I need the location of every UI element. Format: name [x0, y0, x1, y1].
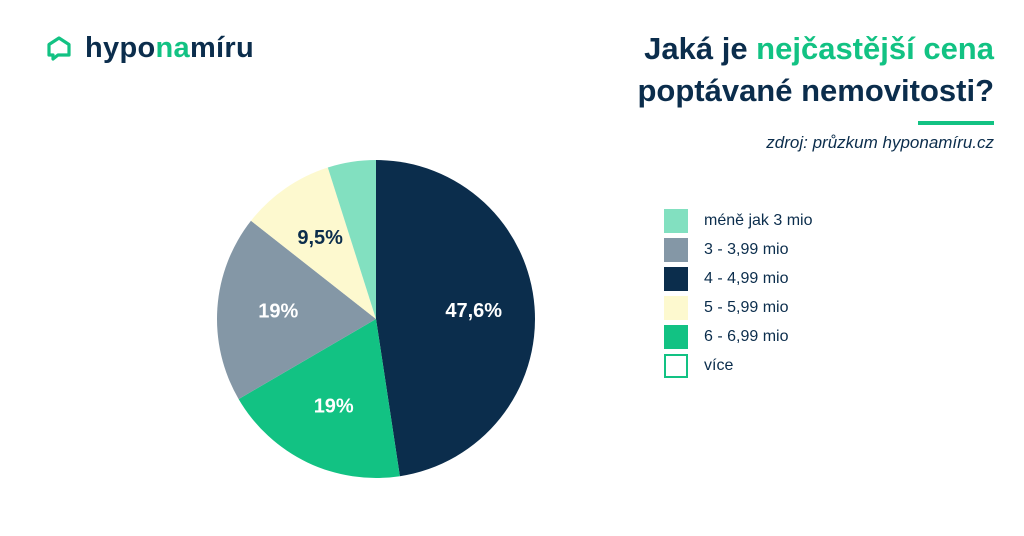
pie-label-0: 47,6% [445, 300, 502, 322]
title-underline [918, 121, 994, 125]
title-prefix: Jaká je [644, 31, 757, 66]
legend-label: více [704, 356, 734, 374]
pie-slice-1 [238, 319, 400, 478]
title-line-1: Jaká je nejčastější cena [637, 28, 994, 70]
brand-name-part2: na [155, 32, 190, 64]
legend-label: 6 - 6,99 mio [704, 327, 789, 345]
pie-label-2: 19% [258, 301, 298, 323]
title-line-2: poptávané nemovitosti? [637, 73, 994, 108]
house-chat-icon [47, 35, 71, 61]
legend-item-2: 4 - 4,99 mio [664, 264, 813, 293]
brand-name-part3: míru [189, 32, 254, 64]
legend-swatch [664, 295, 688, 320]
pie-slice-3 [250, 167, 376, 319]
pie-label-1: 19% [314, 396, 354, 418]
legend-item-4: 6 - 6,99 mio [664, 322, 813, 351]
legend: méně jak 3 mio 3 - 3,99 mio 4 - 4,99 mio 5 … [664, 206, 813, 380]
brand-logo: hyponamíru [45, 34, 254, 63]
legend-item-0: méně jak 3 mio [664, 206, 813, 235]
pie-slice-4 [327, 160, 376, 319]
legend-label: méně jak 3 mio [704, 211, 813, 229]
title-accent: nejčastější cena [756, 31, 994, 66]
source-note: zdroj: průzkum hyponamíru.cz [766, 133, 994, 152]
chart-title: Jaká je nejčastější cena poptávané nemov… [637, 28, 994, 112]
legend-item-3: 5 - 5,99 mio [664, 293, 813, 322]
legend-swatch [664, 208, 688, 233]
brand-name-part1: hypo [85, 32, 156, 64]
legend-swatch [664, 266, 688, 291]
legend-swatch [664, 237, 688, 262]
pie-slice-2 [216, 220, 376, 400]
legend-label: 4 - 4,99 mio [704, 269, 789, 287]
legend-item-1: 3 - 3,99 mio [664, 235, 813, 264]
legend-label: 3 - 3,99 mio [704, 240, 789, 258]
pie-label-3: 9,5% [297, 227, 343, 249]
legend-swatch [664, 353, 688, 378]
brand-name: hyponamíru [85, 34, 254, 63]
pie-slice-0 [376, 160, 535, 477]
legend-item-5: více [664, 351, 813, 380]
legend-swatch [664, 324, 688, 349]
legend-label: 5 - 5,99 mio [704, 298, 789, 316]
